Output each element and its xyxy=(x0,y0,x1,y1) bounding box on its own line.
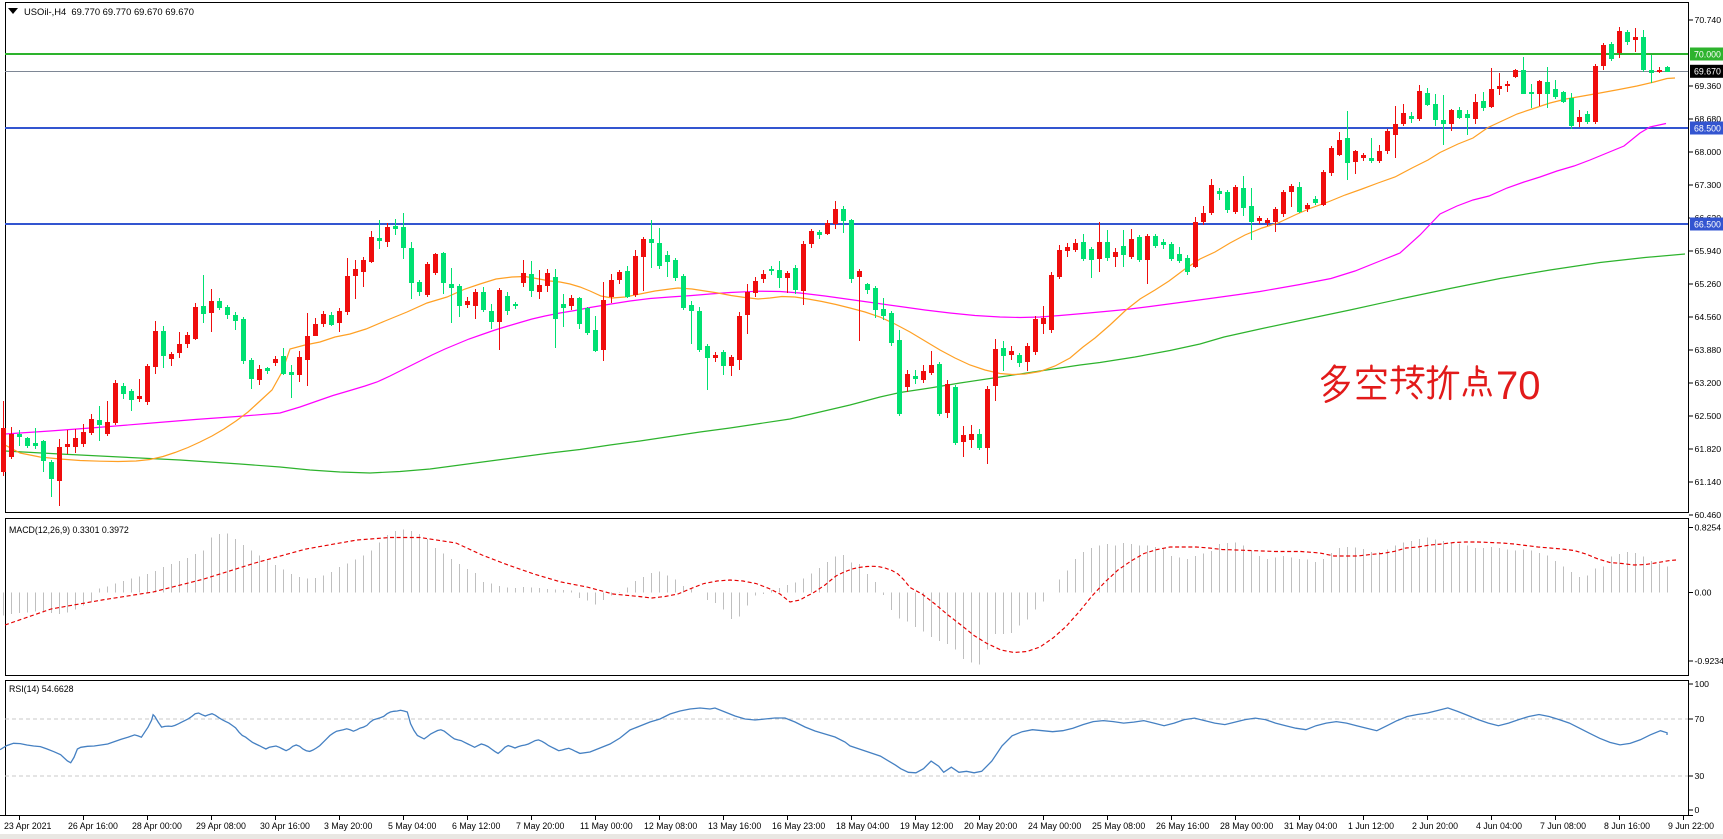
svg-text:68.680: 68.680 xyxy=(1695,114,1722,124)
svg-text:30 Apr 16:00: 30 Apr 16:00 xyxy=(260,821,310,831)
svg-text:24 May 00:00: 24 May 00:00 xyxy=(1028,821,1081,831)
svg-text:6 May 12:00: 6 May 12:00 xyxy=(452,821,501,831)
svg-text:100: 100 xyxy=(1695,679,1710,689)
svg-text:28 Apr 00:00: 28 Apr 00:00 xyxy=(132,821,182,831)
svg-text:23 Apr 2021: 23 Apr 2021 xyxy=(4,821,52,831)
svg-text:67.300: 67.300 xyxy=(1695,180,1722,190)
svg-text:7 May 20:00: 7 May 20:00 xyxy=(516,821,565,831)
svg-text:31 May 04:00: 31 May 04:00 xyxy=(1284,821,1337,831)
svg-text:19 May 12:00: 19 May 12:00 xyxy=(900,821,953,831)
svg-text:70: 70 xyxy=(1695,714,1705,724)
svg-text:61.820: 61.820 xyxy=(1695,444,1722,454)
svg-text:3 May 20:00: 3 May 20:00 xyxy=(324,821,373,831)
svg-text:28 May 00:00: 28 May 00:00 xyxy=(1220,821,1273,831)
svg-text:1 Jun 12:00: 1 Jun 12:00 xyxy=(1348,821,1394,831)
svg-text:70.000: 70.000 xyxy=(1694,49,1721,59)
svg-text:8 Jun 16:00: 8 Jun 16:00 xyxy=(1604,821,1650,831)
svg-text:18 May 04:00: 18 May 04:00 xyxy=(836,821,889,831)
svg-text:9 Jun 22:00: 9 Jun 22:00 xyxy=(1668,821,1714,831)
svg-text:64.560: 64.560 xyxy=(1695,312,1722,322)
svg-text:29 Apr 08:00: 29 Apr 08:00 xyxy=(196,821,246,831)
svg-text:70: 70 xyxy=(1496,364,1541,408)
svg-text:70.740: 70.740 xyxy=(1695,15,1722,25)
svg-text:7 Jun 08:00: 7 Jun 08:00 xyxy=(1540,821,1586,831)
svg-text:69.360: 69.360 xyxy=(1695,81,1722,91)
svg-text:30: 30 xyxy=(1695,771,1705,781)
svg-text:16 May 23:00: 16 May 23:00 xyxy=(772,821,825,831)
svg-text:RSI(14) 54.6628: RSI(14) 54.6628 xyxy=(9,684,74,694)
svg-text:11 May 00:00: 11 May 00:00 xyxy=(580,821,633,831)
svg-text:68.500: 68.500 xyxy=(1694,123,1721,133)
svg-text:26 May 16:00: 26 May 16:00 xyxy=(1156,821,1209,831)
svg-text:25 May 08:00: 25 May 08:00 xyxy=(1092,821,1145,831)
svg-text:63.880: 63.880 xyxy=(1695,345,1722,355)
svg-text:2 Jun 20:00: 2 Jun 20:00 xyxy=(1412,821,1458,831)
svg-text:65.260: 65.260 xyxy=(1695,279,1722,289)
svg-text:26 Apr 16:00: 26 Apr 16:00 xyxy=(68,821,118,831)
svg-text:12 May 08:00: 12 May 08:00 xyxy=(644,821,697,831)
svg-text:MACD(12,26,9) 0.3301 0.3972: MACD(12,26,9) 0.3301 0.3972 xyxy=(9,525,129,535)
svg-text:0.00: 0.00 xyxy=(1695,588,1712,598)
svg-text:62.500: 62.500 xyxy=(1695,411,1722,421)
svg-text:-0.9234: -0.9234 xyxy=(1695,656,1723,666)
svg-text:0: 0 xyxy=(1695,805,1700,815)
svg-text:61.140: 61.140 xyxy=(1695,477,1722,487)
svg-text:60.460: 60.460 xyxy=(1695,510,1722,520)
svg-text:69.670: 69.670 xyxy=(1694,67,1721,77)
svg-text:66.500: 66.500 xyxy=(1694,219,1721,229)
svg-text:0.8254: 0.8254 xyxy=(1695,523,1722,533)
svg-text:68.000: 68.000 xyxy=(1695,147,1722,157)
svg-text:13 May 16:00: 13 May 16:00 xyxy=(708,821,761,831)
svg-text:65.940: 65.940 xyxy=(1695,246,1722,256)
svg-text:USOil-,H4 69.770 69.770 69.67: USOil-,H4 69.770 69.770 69.670 69.670 xyxy=(24,6,194,17)
svg-text:4 Jun 04:00: 4 Jun 04:00 xyxy=(1476,821,1522,831)
svg-text:5 May 04:00: 5 May 04:00 xyxy=(388,821,437,831)
svg-text:20 May 20:00: 20 May 20:00 xyxy=(964,821,1017,831)
svg-text:63.200: 63.200 xyxy=(1695,378,1722,388)
